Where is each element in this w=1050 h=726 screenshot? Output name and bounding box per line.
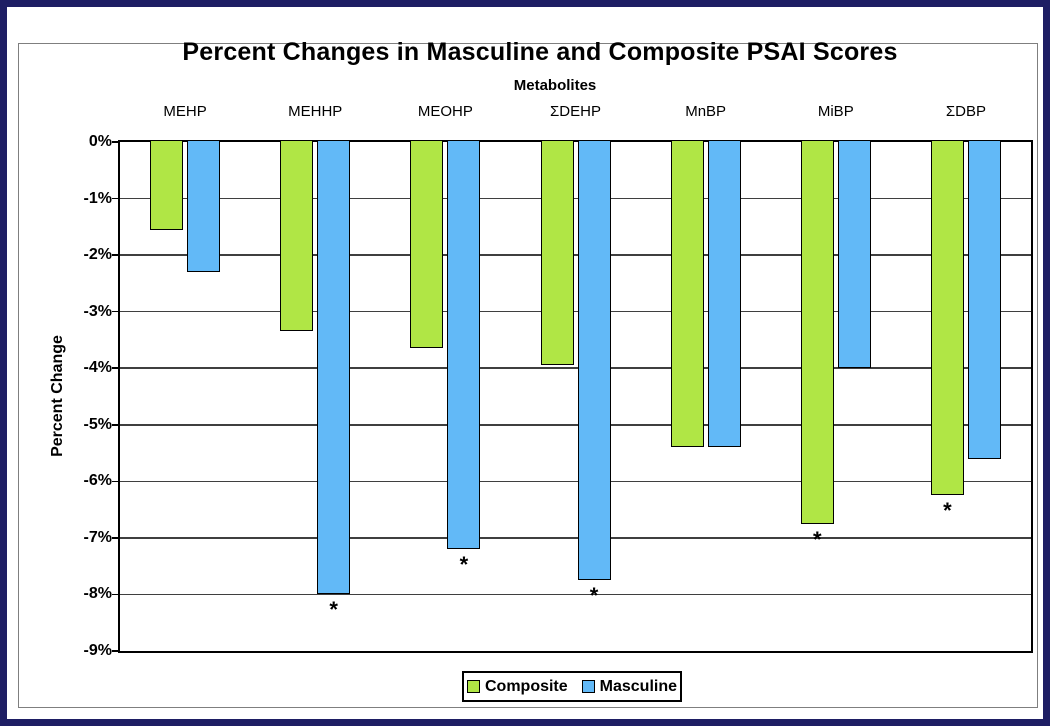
legend-label-composite: Composite (484, 677, 568, 695)
y-tick-mark--1% (112, 197, 120, 200)
bar-composite-MEHHP (280, 140, 314, 332)
category-label-ΣDEHP: ΣDEHP (550, 103, 601, 120)
bar-composite-MEOHP (410, 140, 444, 349)
y-tick-label--4%: -4% (83, 359, 112, 377)
y-tick-label--7%: -7% (83, 528, 112, 546)
bar-masculine-ΣDBP (967, 140, 1001, 459)
category-label-MiBP: MiBP (817, 103, 854, 120)
bar-masculine-MEOHP (447, 140, 481, 550)
bar-masculine-ΣDEHP (577, 140, 611, 581)
category-label-MEHP: MEHP (163, 103, 207, 120)
gridline--4% (120, 367, 1031, 369)
bar-composite-ΣDEHP (540, 140, 574, 366)
legend-item-masculine: Masculine (581, 677, 678, 696)
gridline--2% (120, 254, 1031, 256)
gridline--7% (120, 537, 1031, 539)
bar-masculine-MEHHP (317, 140, 351, 595)
legend: Composite Masculine (462, 671, 682, 702)
y-tick-label--2%: -2% (83, 246, 112, 264)
y-tick-mark--7% (112, 537, 120, 539)
y-tick-label--5%: -5% (83, 415, 112, 433)
gridline--6% (120, 480, 1031, 483)
chart-title: Percent Changes in Masculine and Composi… (182, 38, 898, 66)
bar-masculine-MiBP (837, 140, 871, 369)
significance-marker-masculine-ΣDEHP: * (589, 583, 599, 609)
legend-item-composite: Composite (466, 677, 568, 696)
y-tick-label--6%: -6% (83, 472, 112, 490)
gridline--3% (120, 310, 1031, 313)
y-tick-mark--3% (112, 310, 120, 313)
plot-area (118, 140, 1033, 653)
x-axis-title: Metabolites (513, 77, 597, 94)
category-label-MEHHP: MEHHP (288, 103, 343, 120)
legend-swatch-composite (466, 680, 480, 693)
bar-masculine-MnBP (707, 140, 741, 448)
y-tick-label--8%: -8% (83, 585, 112, 603)
y-tick-label-0%: 0% (88, 133, 112, 150)
y-tick-label--9%: -9% (83, 642, 112, 659)
bar-composite-MnBP (670, 140, 704, 448)
category-label-ΣDBP: ΣDBP (945, 103, 986, 120)
category-label-MEOHP: MEOHP (417, 103, 473, 120)
bar-masculine-MEHP (187, 140, 221, 273)
bar-composite-ΣDBP (930, 140, 964, 496)
bar-composite-MiBP (800, 140, 834, 524)
y-tick-mark--8% (112, 593, 120, 596)
y-axis-title: Percent Change (49, 335, 66, 457)
legend-swatch-masculine (581, 680, 595, 693)
significance-marker-masculine-MEHHP: * (329, 597, 338, 623)
y-tick-mark--4% (112, 367, 120, 369)
y-tick-mark--5% (112, 424, 120, 426)
y-tick-mark--6% (112, 480, 120, 483)
significance-marker-masculine-MEOHP: * (459, 552, 469, 578)
bar-composite-MEHP (150, 140, 184, 230)
y-tick-label--1%: -1% (83, 189, 112, 207)
legend-label-masculine: Masculine (599, 677, 678, 695)
significance-marker-composite-MiBP: * (813, 526, 822, 552)
gridline--8% (120, 593, 1031, 596)
significance-marker-composite-ΣDBP: * (943, 498, 952, 524)
y-tick-mark-0% (112, 141, 120, 143)
y-tick-mark--2% (112, 254, 120, 256)
category-label-MnBP: MnBP (685, 103, 727, 120)
y-tick-label--3%: -3% (83, 302, 112, 320)
gridline--1% (120, 197, 1031, 200)
y-tick-mark--9% (112, 650, 120, 652)
gridline--5% (120, 424, 1031, 426)
